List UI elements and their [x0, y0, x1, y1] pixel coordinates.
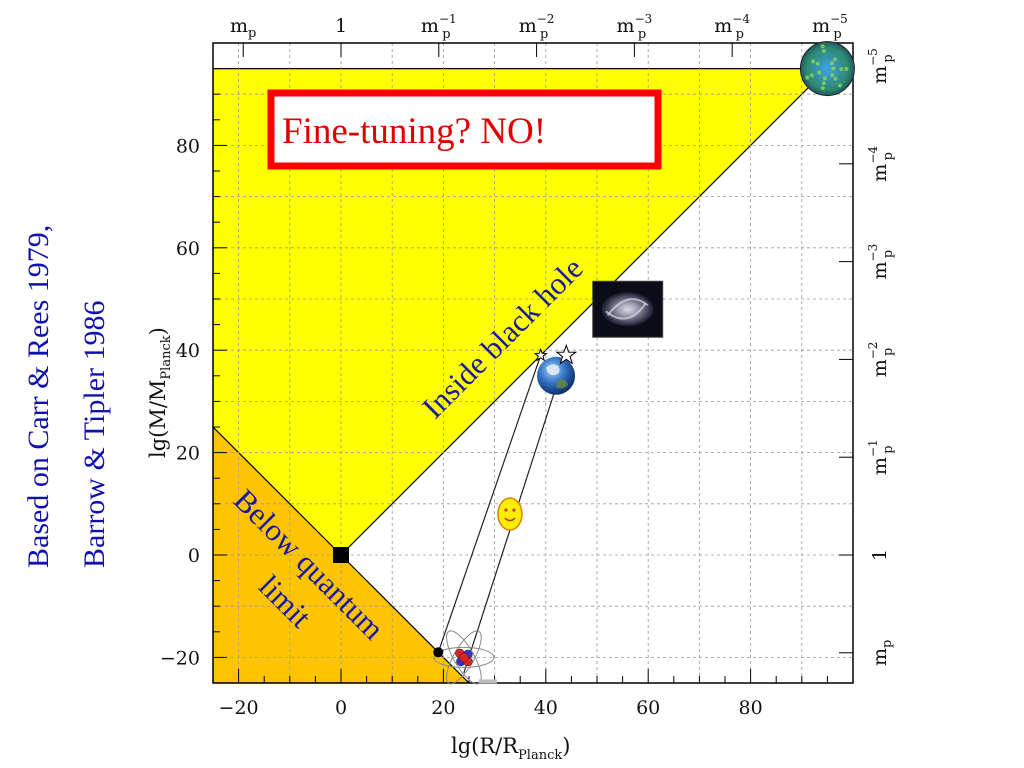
top-axis-label: m−1 p	[421, 12, 457, 42]
y-tick-label: 20	[176, 443, 200, 465]
x-tick-label: −20	[219, 697, 259, 719]
y-tick-label: 80	[176, 135, 200, 157]
right-axis-label: m−3p	[866, 244, 896, 280]
y-tick-labels: −20 0 20 40 60 80	[160, 135, 200, 669]
connector-line	[437, 355, 542, 653]
x-tick-label: 80	[739, 697, 763, 719]
x-tick-label: 60	[636, 697, 660, 719]
top-axis-label: m−4 p	[714, 12, 750, 42]
y-axis-title: lg(M/MPlanck)	[146, 327, 174, 458]
right-axis-label: 1	[869, 549, 891, 561]
y-tick-label: 0	[188, 545, 200, 567]
smiley-icon	[497, 497, 523, 531]
top-axis-label: m−5 p	[812, 12, 848, 42]
planck-point-marker	[333, 547, 349, 563]
galaxy-icon	[592, 280, 664, 338]
y-tick-label: 40	[176, 340, 200, 362]
universe-icon	[799, 41, 855, 97]
top-axis-label: mp	[230, 15, 256, 41]
plot-frame	[212, 42, 854, 684]
top-axis-label: m−2 p	[519, 12, 555, 42]
top-axis-labels: mp 1 m−1 p m−2 p m−3 p m−4 p m−5 p	[230, 12, 848, 42]
right-axis-label: mp	[869, 640, 895, 666]
callout-text: Fine-tuning? NO!	[282, 111, 546, 152]
x-axis-title: lg(R/RPlanck)	[451, 734, 570, 763]
top-axis-label: 1	[335, 15, 347, 37]
credit-line-1: Based on Carr & Rees 1979,	[22, 225, 55, 568]
right-axis-label: m−5p	[866, 48, 896, 84]
fine-tuning-callout: Fine-tuning? NO!	[267, 89, 662, 170]
y-tick-label: −20	[160, 647, 200, 669]
star-open-marker	[555, 343, 578, 365]
right-axis-label: m−1p	[866, 439, 896, 475]
atom-dot-marker	[433, 647, 444, 658]
y-tick-label: 60	[176, 238, 200, 260]
atom-icon	[433, 630, 497, 685]
markers	[333, 343, 578, 658]
earth-icon	[537, 356, 576, 395]
object-icons	[433, 41, 855, 685]
x-tick-labels: −20 0 20 40 60 80	[219, 697, 763, 719]
right-axis-label: m−4p	[866, 146, 896, 182]
x-tick-label: 0	[335, 697, 347, 719]
x-tick-label: 40	[534, 697, 558, 719]
callout-box	[267, 89, 662, 170]
x-tick-label: 20	[431, 697, 455, 719]
top-axis-label: m−3 p	[617, 12, 653, 42]
credit-line-2: Barrow & Tipler 1986	[78, 300, 111, 568]
star-small-marker	[533, 347, 548, 362]
right-axis-labels: mp 1 m−1p m−2p m−3p m−4p m−5p	[866, 48, 896, 666]
right-axis-label: m−2p	[866, 342, 896, 378]
